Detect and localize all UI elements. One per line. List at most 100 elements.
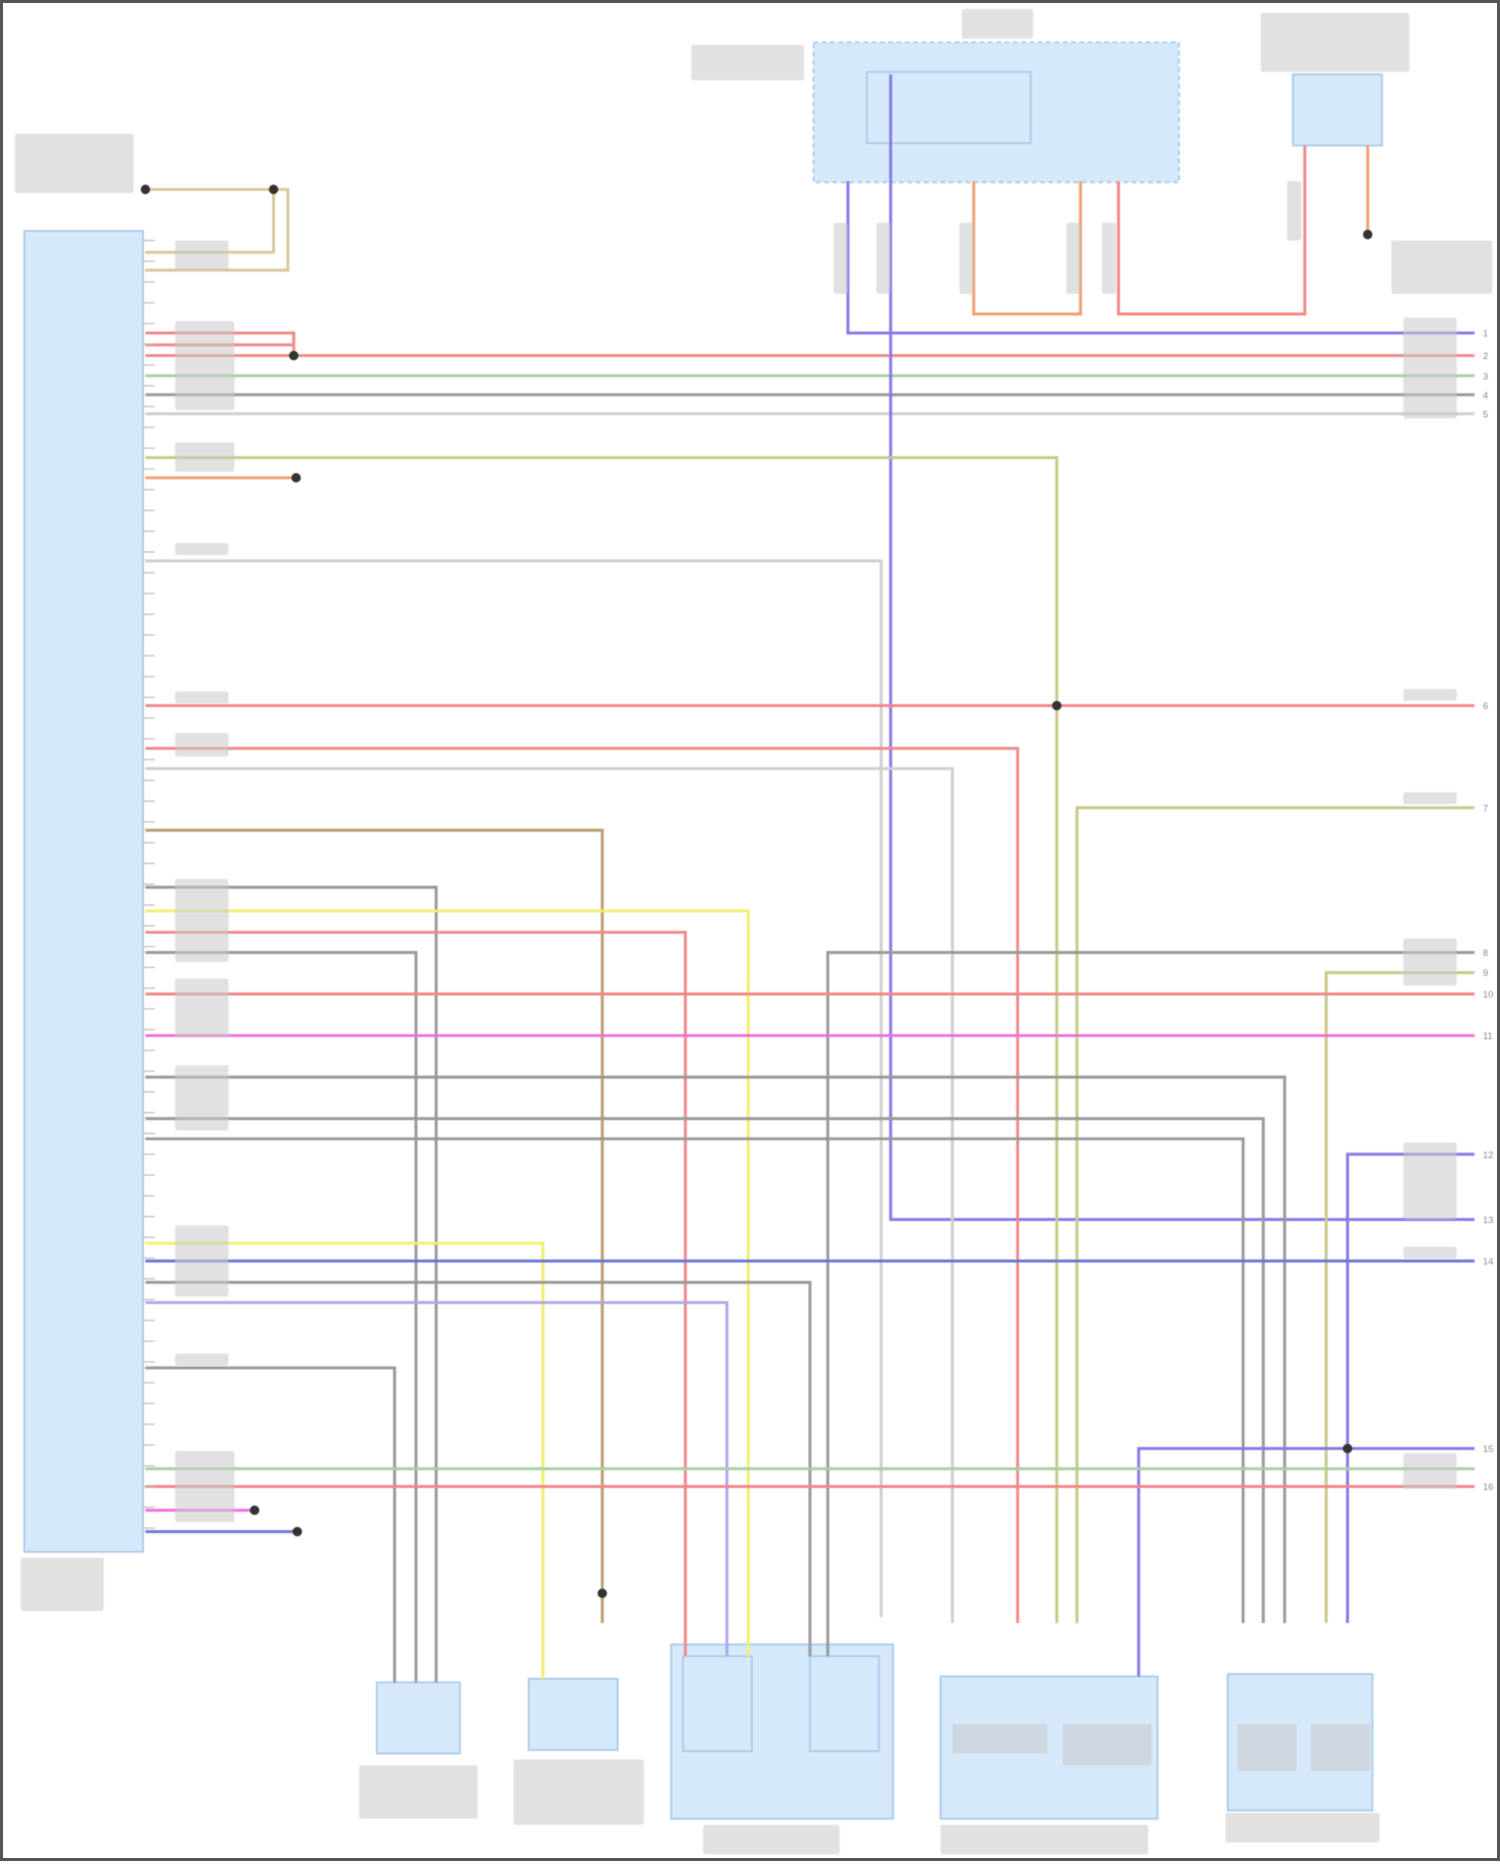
illegible-label-35 bbox=[940, 1824, 1149, 1855]
illegible-label-32 bbox=[359, 1765, 478, 1819]
illegible-label-3 bbox=[175, 321, 235, 411]
illegible-label-18 bbox=[1403, 938, 1457, 986]
splice-dot-10 bbox=[1052, 700, 1062, 711]
wire-purple-9 bbox=[846, 181, 1475, 335]
illegible-label-28 bbox=[959, 222, 974, 294]
wire-olive-20 bbox=[1075, 806, 1475, 1623]
wire-red-18 bbox=[145, 746, 1020, 1623]
illegible-label-6 bbox=[175, 691, 229, 704]
right-pin-number: 15 bbox=[1483, 1444, 1494, 1455]
illegible-label-33 bbox=[513, 1759, 644, 1825]
top-right-sensor bbox=[1292, 73, 1383, 147]
illegible-label-16 bbox=[1403, 689, 1457, 701]
illegible-label-31 bbox=[1287, 181, 1302, 241]
wire-yellow-34 bbox=[145, 1241, 545, 1679]
illegible-label-8 bbox=[175, 878, 229, 962]
illegible-label-22 bbox=[691, 44, 805, 81]
splice-dot-3 bbox=[288, 350, 299, 361]
illegible-label-38 bbox=[1062, 1723, 1152, 1766]
component-2 bbox=[527, 1677, 619, 1751]
wire-gray-36 bbox=[145, 1280, 812, 1657]
illegible-label-2 bbox=[175, 240, 229, 271]
component-3-right-sensor bbox=[809, 1655, 880, 1753]
right-pin-number: 5 bbox=[1483, 409, 1488, 420]
wire-gray-26 bbox=[826, 951, 1475, 1657]
illegible-label-29 bbox=[1066, 222, 1081, 294]
wire-gray-32 bbox=[145, 1137, 1245, 1623]
control-module-connector bbox=[23, 230, 144, 1553]
wire-lightgray-16 bbox=[145, 559, 883, 1618]
illegible-label-9 bbox=[175, 978, 229, 1038]
illegible-label-30 bbox=[1101, 222, 1117, 294]
right-pin-number: 3 bbox=[1483, 371, 1488, 382]
illegible-label-20 bbox=[1403, 1246, 1457, 1259]
wire-lavender-37 bbox=[145, 1301, 729, 1657]
wire-gray-30 bbox=[145, 1075, 1287, 1623]
illegible-label-25 bbox=[1391, 240, 1493, 294]
right-pin-number: 6 bbox=[1483, 701, 1488, 712]
wire-purple-33 bbox=[1346, 1152, 1475, 1623]
splice-dot-8 bbox=[597, 1588, 608, 1599]
splice-dot-2 bbox=[268, 184, 279, 195]
illegible-label-24 bbox=[1260, 12, 1410, 72]
wire-gray-22 bbox=[145, 885, 438, 1683]
right-pin-number: 11 bbox=[1483, 1031, 1493, 1042]
right-pin-number: 2 bbox=[1483, 351, 1488, 362]
component-3-left-sensor bbox=[682, 1655, 753, 1753]
illegible-label-36 bbox=[1225, 1812, 1380, 1843]
right-pin-number: 16 bbox=[1483, 1482, 1494, 1493]
wire-gray-25 bbox=[145, 951, 418, 1683]
illegible-label-27 bbox=[876, 222, 891, 294]
wire-tan-2 bbox=[145, 187, 290, 272]
wire-lightgray-19 bbox=[145, 767, 954, 1623]
illegible-label-4 bbox=[175, 442, 235, 472]
illegible-label-21 bbox=[1403, 1453, 1457, 1489]
illegible-label-17 bbox=[1403, 792, 1457, 805]
wire-red-24 bbox=[145, 930, 687, 1657]
illegible-label-15 bbox=[1403, 317, 1457, 419]
relay-inner bbox=[866, 71, 1032, 145]
right-pin-number: 12 bbox=[1483, 1150, 1494, 1161]
illegible-label-39 bbox=[1237, 1723, 1297, 1772]
wire-red-12 bbox=[1117, 145, 1307, 316]
splice-dot-7 bbox=[1362, 229, 1373, 240]
illegible-label-10 bbox=[175, 1065, 229, 1131]
wire-orange-11 bbox=[972, 181, 1083, 316]
right-pin-number: 8 bbox=[1483, 948, 1488, 959]
right-pin-number: 7 bbox=[1483, 803, 1488, 814]
right-pin-number: 1 bbox=[1483, 329, 1488, 340]
right-pin-number: 14 bbox=[1483, 1257, 1494, 1268]
right-pin-number: 9 bbox=[1483, 968, 1488, 979]
wire-gray-38 bbox=[145, 1366, 397, 1683]
illegible-label-5 bbox=[175, 543, 229, 555]
illegible-label-12 bbox=[175, 1353, 229, 1366]
illegible-label-37 bbox=[952, 1723, 1048, 1754]
splice-dot-9 bbox=[1342, 1443, 1353, 1454]
illegible-label-11 bbox=[175, 1225, 229, 1297]
illegible-label-19 bbox=[1403, 1142, 1457, 1220]
wire-brown-21 bbox=[145, 828, 604, 1623]
wire-yellow-23 bbox=[145, 909, 750, 1657]
wire-gray-31 bbox=[145, 1117, 1265, 1623]
illegible-label-14 bbox=[20, 1557, 104, 1612]
illegible-label-26 bbox=[833, 222, 848, 294]
splice-dot-1 bbox=[140, 184, 151, 195]
splice-dot-4 bbox=[291, 473, 301, 483]
wire-purple-10 bbox=[889, 74, 1475, 1221]
illegible-label-7 bbox=[175, 732, 229, 757]
illegible-label-13 bbox=[175, 1450, 235, 1523]
wire-purple-39 bbox=[1137, 1447, 1475, 1677]
illegible-label-23 bbox=[961, 9, 1034, 39]
splice-dot-5 bbox=[249, 1505, 260, 1515]
illegible-label-34 bbox=[703, 1824, 840, 1855]
component-1 bbox=[375, 1681, 461, 1755]
wire-olive-14 bbox=[145, 456, 1059, 1623]
splice-dot-6 bbox=[292, 1526, 303, 1537]
illegible-label-40 bbox=[1310, 1723, 1371, 1772]
illegible-label-1 bbox=[14, 133, 134, 193]
right-pin-number: 4 bbox=[1483, 390, 1488, 401]
right-pin-number: 13 bbox=[1483, 1215, 1494, 1226]
right-pin-number: 10 bbox=[1483, 990, 1494, 1001]
